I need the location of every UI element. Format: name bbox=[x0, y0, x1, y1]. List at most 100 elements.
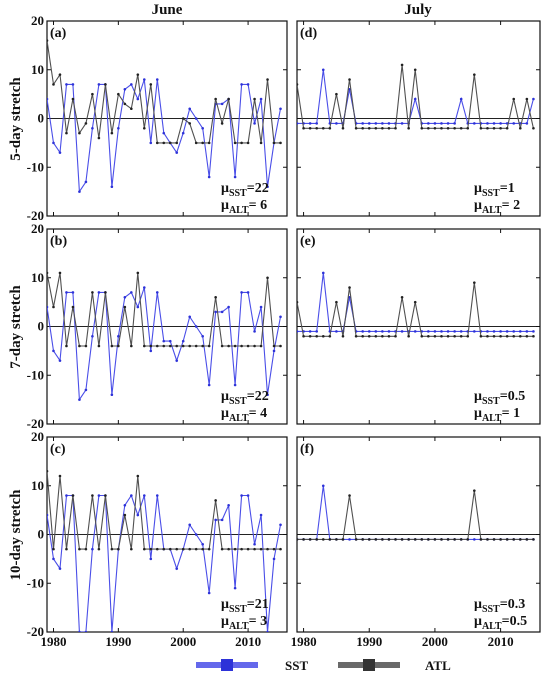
data-point-atl bbox=[279, 344, 282, 348]
mu-annotation: μALT=0.5 bbox=[474, 614, 527, 632]
data-point-sst bbox=[149, 349, 153, 353]
data-point-atl bbox=[387, 538, 391, 541]
data-point-atl bbox=[136, 271, 140, 275]
data-point-atl bbox=[136, 73, 140, 76]
data-point-atl bbox=[367, 334, 371, 338]
data-point-atl bbox=[367, 538, 371, 541]
data-point-atl bbox=[246, 344, 250, 348]
mu-annotation: μSST=21 bbox=[221, 597, 269, 615]
data-point-atl bbox=[207, 547, 211, 551]
data-point-atl bbox=[459, 126, 463, 130]
data-point-sst bbox=[381, 122, 384, 125]
data-point-atl bbox=[479, 334, 483, 338]
data-point-atl bbox=[84, 122, 88, 125]
data-point-sst bbox=[321, 68, 325, 72]
data-point-sst bbox=[91, 547, 94, 551]
data-point-sst bbox=[52, 557, 55, 561]
data-point-atl bbox=[65, 131, 68, 135]
data-point-atl bbox=[52, 83, 55, 86]
data-point-atl bbox=[266, 78, 269, 81]
mu-subscript: SST bbox=[482, 396, 500, 407]
data-point-sst bbox=[486, 330, 489, 333]
data-point-sst bbox=[279, 107, 282, 111]
legend-sst-marker bbox=[221, 659, 233, 671]
data-point-atl bbox=[227, 547, 230, 551]
data-point-sst bbox=[233, 383, 237, 387]
data-point-atl bbox=[110, 344, 114, 348]
row-label-5-day: 5-day stretch bbox=[8, 77, 24, 161]
data-point-sst bbox=[240, 291, 243, 294]
data-point-atl bbox=[181, 344, 185, 348]
y-tick-label: 10 bbox=[31, 62, 44, 77]
data-point-atl bbox=[194, 344, 198, 348]
data-point-atl bbox=[361, 126, 364, 130]
data-point-atl bbox=[78, 131, 81, 135]
data-point-sst bbox=[201, 334, 204, 338]
data-point-sst bbox=[123, 87, 127, 91]
mu-value: =22 bbox=[247, 389, 269, 404]
data-point-sst bbox=[361, 330, 364, 333]
data-point-sst bbox=[47, 97, 49, 101]
data-point-sst bbox=[110, 185, 114, 189]
data-point-atl bbox=[214, 499, 217, 502]
data-point-atl bbox=[104, 494, 107, 497]
series-line-sst bbox=[47, 287, 282, 402]
data-point-atl bbox=[407, 334, 410, 338]
data-point-atl bbox=[227, 344, 230, 348]
y-tick-label: -20 bbox=[27, 208, 44, 223]
data-point-atl bbox=[532, 126, 535, 130]
data-point-atl bbox=[315, 538, 319, 541]
mu-value: =1 bbox=[500, 181, 515, 196]
mu-subscript: ALT bbox=[229, 621, 249, 632]
x-tick-label: 2000 bbox=[422, 634, 448, 649]
data-point-atl bbox=[175, 547, 179, 551]
data-point-sst bbox=[259, 513, 263, 517]
legend-atl-label: ATL bbox=[425, 658, 451, 673]
data-point-sst bbox=[207, 175, 211, 179]
data-point-sst bbox=[142, 494, 146, 497]
data-point-sst bbox=[194, 117, 198, 120]
data-point-atl bbox=[308, 126, 312, 130]
data-point-atl bbox=[155, 547, 159, 551]
data-point-sst bbox=[97, 291, 101, 294]
data-point-atl bbox=[420, 126, 424, 130]
data-point-atl bbox=[259, 547, 263, 551]
series-line-atl bbox=[47, 40, 281, 144]
data-point-atl bbox=[123, 102, 127, 106]
data-point-atl bbox=[354, 334, 358, 338]
data-point-sst bbox=[453, 122, 456, 125]
data-point-sst bbox=[459, 330, 463, 333]
data-point-atl bbox=[214, 295, 217, 299]
data-point-atl bbox=[407, 126, 410, 130]
data-point-sst bbox=[58, 567, 62, 570]
x-tick-label: 1980 bbox=[291, 634, 317, 649]
data-point-atl bbox=[84, 344, 88, 348]
data-point-atl bbox=[505, 538, 509, 541]
mu-value: = 2 bbox=[502, 198, 520, 213]
data-point-atl bbox=[84, 547, 88, 551]
column-title-june: June bbox=[152, 2, 183, 18]
data-point-atl bbox=[302, 334, 305, 338]
mu-value: = 6 bbox=[249, 198, 267, 213]
y-tick-label: -10 bbox=[27, 575, 44, 590]
data-point-atl bbox=[459, 334, 463, 338]
data-point-sst bbox=[266, 393, 269, 397]
data-point-atl bbox=[162, 344, 166, 348]
data-point-sst bbox=[52, 349, 55, 353]
series-group bbox=[47, 39, 282, 194]
data-point-atl bbox=[175, 141, 179, 145]
data-point-atl bbox=[492, 334, 496, 338]
data-point-atl bbox=[117, 547, 120, 551]
mu-subscript: ALT bbox=[482, 205, 502, 216]
data-point-atl bbox=[354, 538, 358, 541]
data-point-atl bbox=[400, 538, 404, 541]
data-point-sst bbox=[194, 533, 198, 536]
mu-value: =22 bbox=[247, 181, 269, 196]
data-point-atl bbox=[381, 334, 384, 338]
data-point-atl bbox=[400, 295, 404, 299]
data-point-sst bbox=[188, 315, 192, 319]
data-point-atl bbox=[220, 547, 224, 551]
data-point-atl bbox=[71, 494, 75, 497]
